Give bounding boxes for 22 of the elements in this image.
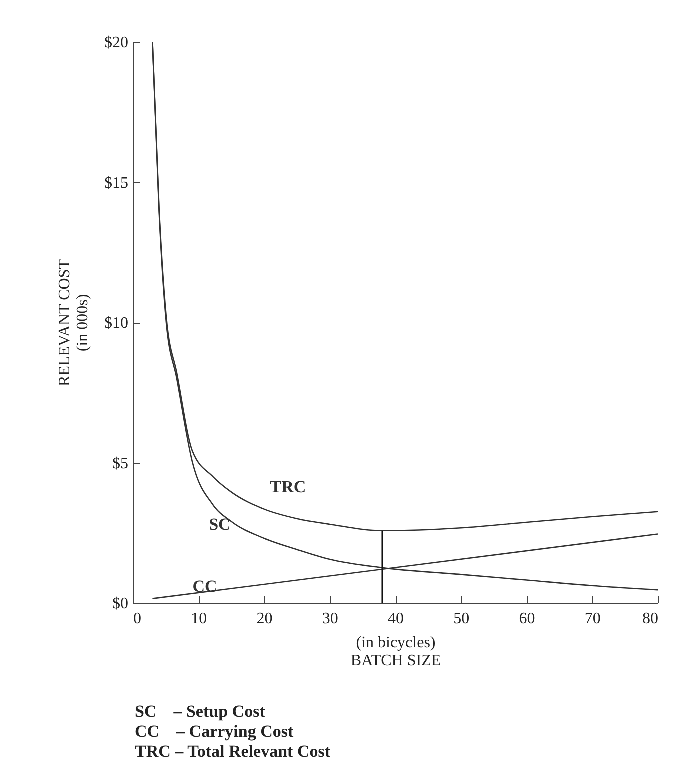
y-tick-label: $20 <box>104 34 128 52</box>
x-tick-label: 60 <box>519 610 536 628</box>
text: SC – Setup Cost <box>135 702 266 721</box>
x-tick-label: 40 <box>388 610 404 628</box>
series-label: SC <box>209 514 231 534</box>
series-label: TRC <box>270 477 306 496</box>
x-tick-label: 30 <box>322 610 338 628</box>
x-axis-title: (in bicycles) BATCH SIZE <box>350 634 442 670</box>
x-tick-label: 0 <box>134 610 142 628</box>
x-tick-label: 80 <box>642 610 658 628</box>
y-tick-label: $15 <box>104 174 128 192</box>
y-tick-label: $5 <box>112 455 128 472</box>
x-tick-label: 50 <box>454 610 470 628</box>
y-tick-label: $0 <box>112 596 128 612</box>
x-tick-label: 20 <box>256 610 273 628</box>
series-label: CC <box>192 576 218 596</box>
text: TRC – Total Relevant Cost <box>135 742 331 761</box>
x-tick-label: 70 <box>584 610 601 628</box>
text: CC – Carrying Cost <box>135 722 294 741</box>
x-tick-label: 10 <box>191 610 208 628</box>
y-axis-title: RELEVANT COST (in 000s) <box>56 259 92 386</box>
y-tick-label: $10 <box>104 315 128 332</box>
